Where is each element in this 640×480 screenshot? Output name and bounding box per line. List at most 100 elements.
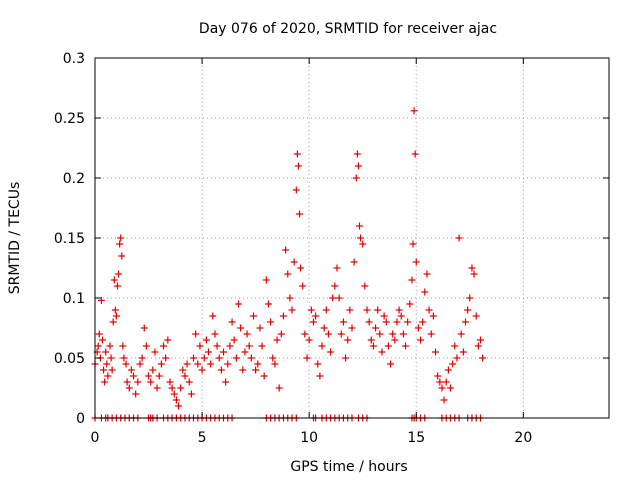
data-point: [404, 318, 412, 326]
data-point: [384, 342, 392, 350]
data-point: [367, 336, 375, 344]
data-point: [451, 342, 459, 350]
data-point: [271, 360, 279, 368]
data-point: [363, 306, 371, 314]
data-point: [145, 372, 153, 380]
y-tick-label: 0.3: [63, 51, 85, 67]
data-point: [119, 342, 127, 350]
data-point: [273, 336, 281, 344]
data-point: [170, 390, 178, 398]
data-point: [211, 330, 219, 338]
data-point: [118, 252, 126, 260]
data-point: [312, 312, 320, 320]
data-point: [102, 348, 110, 356]
data-point: [436, 378, 444, 386]
data-point: [286, 294, 294, 302]
data-point: [256, 324, 264, 332]
data-point: [224, 360, 232, 368]
data-point: [335, 294, 343, 302]
data-point: [117, 234, 125, 242]
data-point: [288, 306, 296, 314]
data-point: [427, 330, 435, 338]
data-point: [412, 258, 420, 266]
y-tick-label: 0.2: [63, 171, 85, 187]
data-point: [196, 342, 204, 350]
data-point: [329, 294, 337, 302]
data-point: [346, 306, 354, 314]
data-point: [337, 330, 345, 338]
data-point: [444, 366, 452, 374]
data-point: [457, 330, 465, 338]
data-point: [130, 372, 138, 380]
data-point: [290, 258, 298, 266]
data-point: [361, 282, 369, 290]
data-point: [417, 336, 425, 344]
data-point: [155, 372, 163, 380]
data-point: [369, 342, 377, 350]
data-point: [160, 342, 168, 350]
data-point: [327, 348, 335, 356]
data-point: [97, 296, 105, 304]
data-point: [140, 324, 148, 332]
data-point: [344, 336, 352, 344]
data-point: [94, 342, 102, 350]
data-point: [359, 240, 367, 248]
data-point: [409, 240, 417, 248]
data-point: [279, 312, 287, 320]
data-point: [395, 306, 403, 314]
data-point: [294, 162, 302, 170]
data-point: [466, 294, 474, 302]
data-point: [423, 270, 431, 278]
data-point: [459, 348, 467, 356]
data-point: [172, 396, 180, 404]
data-point: [101, 378, 109, 386]
data-point: [237, 324, 245, 332]
data-point: [103, 360, 111, 368]
data-point: [299, 282, 307, 290]
data-point: [387, 360, 395, 368]
data-point: [376, 330, 384, 338]
axis-ticks: [94, 57, 609, 419]
data-point: [269, 354, 277, 362]
data-point: [472, 312, 480, 320]
data-point: [185, 378, 193, 386]
data-point: [264, 300, 272, 308]
data-point: [209, 312, 217, 320]
y-tick-label: 0.1: [63, 291, 85, 307]
data-point: [194, 360, 202, 368]
x-tick-label: 10: [300, 430, 318, 446]
data-point: [309, 318, 317, 326]
data-point: [198, 366, 206, 374]
data-point: [107, 354, 115, 362]
data-point: [228, 318, 236, 326]
data-point: [449, 360, 457, 368]
data-point: [98, 336, 106, 344]
x-tick-label: 5: [198, 430, 207, 446]
data-point: [324, 330, 332, 338]
data-point: [127, 366, 135, 374]
data-point: [322, 306, 330, 314]
data-point: [399, 330, 407, 338]
data-point: [410, 107, 418, 115]
data-point: [241, 348, 249, 356]
data-point: [453, 354, 461, 362]
data-point: [125, 384, 133, 392]
data-point: [111, 306, 119, 314]
data-point: [339, 318, 347, 326]
data-point: [354, 162, 362, 170]
data-point: [421, 288, 429, 296]
data-point: [380, 312, 388, 320]
data-point: [205, 348, 213, 356]
data-point: [455, 234, 463, 242]
y-tick-label: 0.25: [54, 111, 85, 127]
data-point: [432, 348, 440, 356]
data-point: [187, 390, 195, 398]
data-point: [296, 210, 304, 218]
data-point: [245, 342, 253, 350]
data-point: [414, 324, 422, 332]
data-point: [464, 306, 472, 314]
data-point: [425, 306, 433, 314]
data-point: [213, 342, 221, 350]
data-point: [157, 360, 165, 368]
